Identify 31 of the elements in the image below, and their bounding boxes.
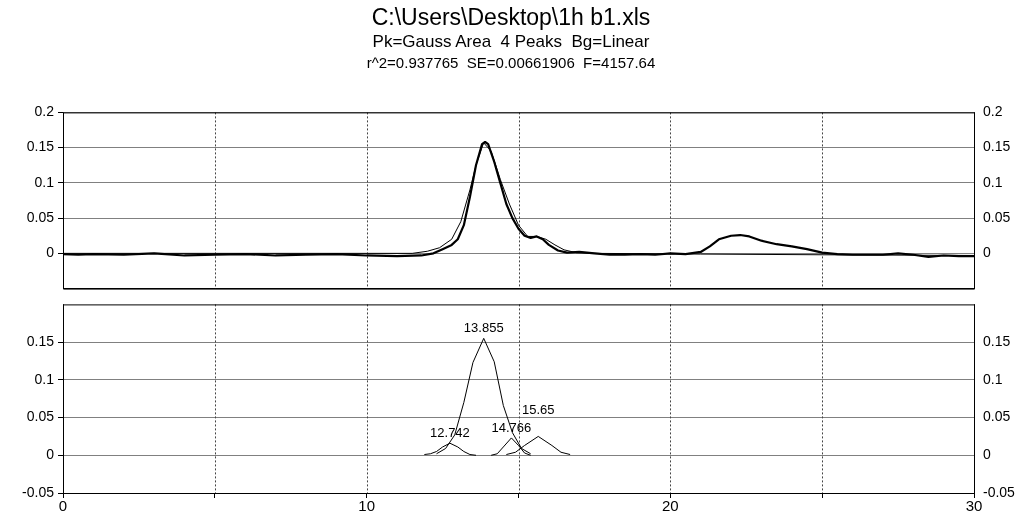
y-tick-label: 0 [46,446,55,463]
y2-tick-label: 0 [983,244,991,261]
y2-tick-label: 0.1 [983,370,1003,387]
annotation: 15.65 [521,402,555,418]
x-tick-label: 20 [661,497,679,515]
annotation: 12.742 [430,425,470,441]
y-tick-label: 0.1 [34,370,55,387]
y-tick-label: 0.1 [34,173,55,190]
annotation: 14.766 [491,420,532,436]
y2-tick-label: 0.1 [983,173,1003,190]
y2-tick-label: 0 [983,446,991,463]
y-tick-label: 0 [46,244,55,261]
y2-tick-label: -0.05 [983,483,1016,500]
x-tick-label: 30 [965,497,983,515]
y-tick-label: 0.15 [26,138,55,155]
y-tick-label: 0.2 [34,103,55,120]
y-tick-label: 0.05 [26,408,55,425]
annotation: 13.855 [463,320,504,336]
y2-tick-label: 0.05 [983,208,1011,225]
y-tick-label: 0.05 [26,208,55,225]
text: r^2=0.937765 SE=0.00661906 F=4157.64 [365,54,657,71]
x-tick-label: 0 [58,497,68,515]
y2-tick-label: 0.2 [983,103,1003,120]
y-tick-label: 0.15 [26,332,55,349]
y2-tick-label: 0.05 [983,408,1011,425]
chart-subtitle: Pk=Gauss Area 4 Peaks Bg=Linear [371,32,651,52]
y2-tick-label: 0.15 [983,332,1011,349]
chart-title: C:\Users\Desktop\1h b1.xls [370,4,652,31]
y2-tick-label: 0.15 [983,138,1011,155]
y-tick-label: -0.05 [22,483,55,500]
x-tick-label: 10 [358,497,376,515]
